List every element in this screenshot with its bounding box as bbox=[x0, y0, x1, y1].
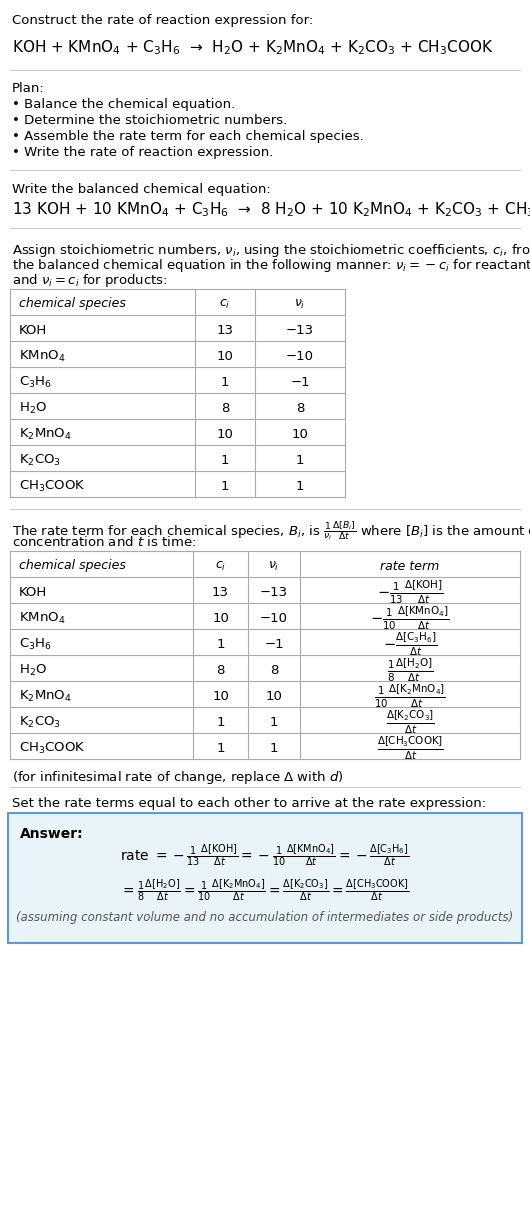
Text: $c_i$: $c_i$ bbox=[219, 297, 231, 310]
Text: Write the balanced chemical equation:: Write the balanced chemical equation: bbox=[12, 182, 271, 196]
Text: concentration and $t$ is time:: concentration and $t$ is time: bbox=[12, 535, 196, 548]
Text: $c_i$: $c_i$ bbox=[215, 559, 226, 573]
Text: −10: −10 bbox=[260, 611, 288, 625]
Text: 13: 13 bbox=[216, 324, 234, 337]
Text: (for infinitesimal rate of change, replace Δ with $d$): (for infinitesimal rate of change, repla… bbox=[12, 769, 344, 786]
Text: and $\nu_i = c_i$ for products:: and $\nu_i = c_i$ for products: bbox=[12, 272, 167, 289]
Text: rate term: rate term bbox=[381, 559, 439, 573]
Text: K$_2$CO$_3$: K$_2$CO$_3$ bbox=[19, 714, 61, 730]
Text: −1: −1 bbox=[290, 376, 310, 389]
Text: 1: 1 bbox=[221, 376, 229, 389]
Text: $-\frac{\Delta[\mathrm{C_3H_6}]}{\Delta t}$: $-\frac{\Delta[\mathrm{C_3H_6}]}{\Delta … bbox=[383, 631, 437, 657]
Text: −1: −1 bbox=[264, 638, 284, 650]
Text: 1: 1 bbox=[216, 742, 225, 755]
Text: K$_2$MnO$_4$: K$_2$MnO$_4$ bbox=[19, 426, 72, 442]
Text: • Balance the chemical equation.: • Balance the chemical equation. bbox=[12, 98, 235, 111]
Text: 8: 8 bbox=[216, 663, 225, 676]
Text: H$_2$O: H$_2$O bbox=[19, 662, 47, 678]
Text: 10: 10 bbox=[212, 611, 229, 625]
Text: rate $= -\frac{1}{13}\frac{\Delta[\mathrm{KOH}]}{\Delta t} = -\frac{1}{10}\frac{: rate $= -\frac{1}{13}\frac{\Delta[\mathr… bbox=[120, 842, 410, 867]
Text: Construct the rate of reaction expression for:: Construct the rate of reaction expressio… bbox=[12, 14, 313, 27]
Text: $\frac{1}{8}\frac{\Delta[\mathrm{H_2O}]}{\Delta t}$: $\frac{1}{8}\frac{\Delta[\mathrm{H_2O}]}… bbox=[387, 656, 433, 684]
Text: CH$_3$COOK: CH$_3$COOK bbox=[19, 478, 85, 494]
Text: $\nu_i$: $\nu_i$ bbox=[268, 559, 280, 573]
Text: 1: 1 bbox=[221, 453, 229, 466]
Text: 13: 13 bbox=[212, 586, 229, 598]
Text: $= \frac{1}{8}\frac{\Delta[\mathrm{H_2O}]}{\Delta t} = \frac{1}{10}\frac{\Delta[: $= \frac{1}{8}\frac{\Delta[\mathrm{H_2O}… bbox=[120, 877, 410, 902]
Text: H$_2$O: H$_2$O bbox=[19, 400, 47, 416]
Text: • Assemble the rate term for each chemical species.: • Assemble the rate term for each chemic… bbox=[12, 130, 364, 143]
Text: −10: −10 bbox=[286, 349, 314, 362]
Text: 13 KOH + 10 KMnO$_4$ + C$_3$H$_6$  →  8 H$_2$O + 10 K$_2$MnO$_4$ + K$_2$CO$_3$ +: 13 KOH + 10 KMnO$_4$ + C$_3$H$_6$ → 8 H$… bbox=[12, 201, 530, 219]
Text: K$_2$MnO$_4$: K$_2$MnO$_4$ bbox=[19, 689, 72, 703]
Text: C$_3$H$_6$: C$_3$H$_6$ bbox=[19, 637, 52, 651]
Text: CH$_3$COOK: CH$_3$COOK bbox=[19, 741, 85, 755]
Text: KMnO$_4$: KMnO$_4$ bbox=[19, 610, 65, 626]
Text: 8: 8 bbox=[296, 401, 304, 414]
Text: 8: 8 bbox=[270, 663, 278, 676]
Text: 1: 1 bbox=[296, 453, 304, 466]
Text: chemical species: chemical species bbox=[19, 297, 126, 310]
Text: 10: 10 bbox=[217, 349, 233, 362]
Text: −13: −13 bbox=[286, 324, 314, 337]
Text: 1: 1 bbox=[296, 480, 304, 493]
Text: (assuming constant volume and no accumulation of intermediates or side products): (assuming constant volume and no accumul… bbox=[16, 912, 514, 924]
Text: 10: 10 bbox=[212, 690, 229, 703]
Text: KOH: KOH bbox=[19, 586, 47, 598]
Text: Set the rate terms equal to each other to arrive at the rate expression:: Set the rate terms equal to each other t… bbox=[12, 797, 486, 811]
Text: 10: 10 bbox=[217, 428, 233, 441]
Text: Assign stoichiometric numbers, $\nu_i$, using the stoichiometric coefficients, $: Assign stoichiometric numbers, $\nu_i$, … bbox=[12, 242, 530, 259]
Text: the balanced chemical equation in the following manner: $\nu_i = -c_i$ for react: the balanced chemical equation in the fo… bbox=[12, 257, 530, 274]
Text: C$_3$H$_6$: C$_3$H$_6$ bbox=[19, 374, 52, 389]
Text: 1: 1 bbox=[216, 715, 225, 728]
Text: 1: 1 bbox=[270, 715, 278, 728]
Text: $\frac{\Delta[\mathrm{CH_3COOK}]}{\Delta t}$: $\frac{\Delta[\mathrm{CH_3COOK}]}{\Delta… bbox=[377, 734, 444, 762]
Text: 10: 10 bbox=[292, 428, 308, 441]
Text: 1: 1 bbox=[270, 742, 278, 755]
Text: Plan:: Plan: bbox=[12, 82, 45, 95]
Text: The rate term for each chemical species, $B_i$, is $\frac{1}{\nu_i}\frac{\Delta[: The rate term for each chemical species,… bbox=[12, 519, 530, 542]
Text: Answer:: Answer: bbox=[20, 827, 84, 841]
Text: KOH + KMnO$_4$ + C$_3$H$_6$  →  H$_2$O + K$_2$MnO$_4$ + K$_2$CO$_3$ + CH$_3$COOK: KOH + KMnO$_4$ + C$_3$H$_6$ → H$_2$O + K… bbox=[12, 37, 493, 57]
FancyBboxPatch shape bbox=[8, 813, 522, 943]
Text: −13: −13 bbox=[260, 586, 288, 598]
Text: $-\frac{1}{13}\frac{\Delta[\mathrm{KOH}]}{\Delta t}$: $-\frac{1}{13}\frac{\Delta[\mathrm{KOH}]… bbox=[377, 579, 443, 605]
Text: chemical species: chemical species bbox=[19, 559, 126, 573]
Text: 1: 1 bbox=[216, 638, 225, 650]
Text: $\nu_i$: $\nu_i$ bbox=[294, 297, 306, 310]
Text: K$_2$CO$_3$: K$_2$CO$_3$ bbox=[19, 453, 61, 467]
Text: 1: 1 bbox=[221, 480, 229, 493]
Text: $\frac{\Delta[\mathrm{K_2CO_3}]}{\Delta t}$: $\frac{\Delta[\mathrm{K_2CO_3}]}{\Delta … bbox=[385, 708, 435, 736]
Text: $-\frac{1}{10}\frac{\Delta[\mathrm{KMnO_4}]}{\Delta t}$: $-\frac{1}{10}\frac{\Delta[\mathrm{KMnO_… bbox=[370, 604, 449, 632]
Text: $\frac{1}{10}\frac{\Delta[\mathrm{K_2MnO_4}]}{\Delta t}$: $\frac{1}{10}\frac{\Delta[\mathrm{K_2MnO… bbox=[374, 683, 446, 710]
Text: KMnO$_4$: KMnO$_4$ bbox=[19, 348, 65, 364]
Text: • Determine the stoichiometric numbers.: • Determine the stoichiometric numbers. bbox=[12, 114, 287, 127]
Text: • Write the rate of reaction expression.: • Write the rate of reaction expression. bbox=[12, 146, 273, 159]
Text: KOH: KOH bbox=[19, 324, 47, 337]
Text: 8: 8 bbox=[221, 401, 229, 414]
Text: 10: 10 bbox=[266, 690, 282, 703]
